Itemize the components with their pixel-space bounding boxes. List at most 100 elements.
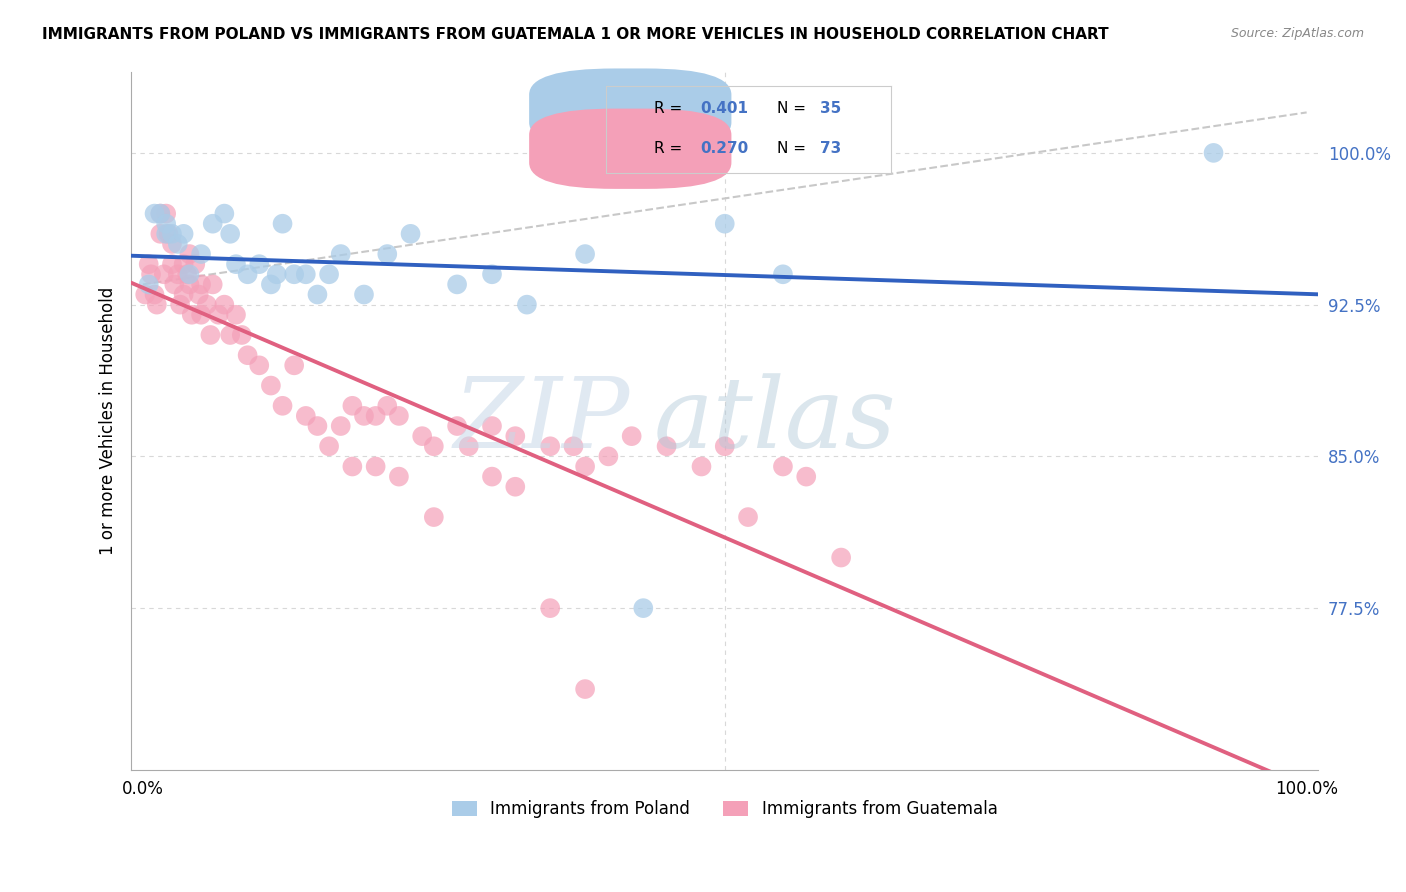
Point [446, 277, 468, 292]
Point [179, 267, 201, 281]
Point [179, 277, 201, 292]
Point [598, 450, 620, 464]
Point [207, 308, 229, 322]
Point [190, 308, 212, 322]
Point [737, 510, 759, 524]
Point [1202, 145, 1225, 160]
Point [155, 206, 177, 220]
Point [184, 257, 207, 271]
Point [329, 419, 352, 434]
Point [353, 409, 375, 423]
Point [388, 409, 411, 423]
Point [143, 287, 166, 301]
Point [266, 267, 288, 281]
Point [516, 298, 538, 312]
Point [329, 247, 352, 261]
Point [399, 227, 422, 241]
Point [772, 459, 794, 474]
Point [713, 217, 735, 231]
Text: IMMIGRANTS FROM POLAND VS IMMIGRANTS FROM GUATEMALA 1 OR MORE VEHICLES IN HOUSEH: IMMIGRANTS FROM POLAND VS IMMIGRANTS FRO… [42, 27, 1109, 42]
Point [219, 328, 242, 343]
Point [190, 247, 212, 261]
Point [160, 227, 183, 241]
Point [353, 287, 375, 301]
Point [342, 399, 364, 413]
Point [149, 206, 172, 220]
Point [423, 510, 446, 524]
Point [503, 480, 526, 494]
Point [138, 257, 160, 271]
Point [176, 267, 198, 281]
Point [260, 277, 283, 292]
Point [375, 399, 398, 413]
Point [149, 227, 172, 241]
Point [342, 459, 364, 474]
Legend: Immigrants from Poland, Immigrants from Guatemala: Immigrants from Poland, Immigrants from … [446, 793, 1004, 824]
Point [201, 217, 224, 231]
Point [457, 439, 479, 453]
Point [173, 257, 195, 271]
Point [295, 409, 318, 423]
Y-axis label: 1 or more Vehicles in Household: 1 or more Vehicles in Household [100, 287, 117, 555]
Point [271, 399, 294, 413]
Point [375, 247, 398, 261]
Point [155, 217, 177, 231]
Point [146, 298, 169, 312]
Point [574, 681, 596, 696]
Point [307, 287, 329, 301]
Point [633, 601, 655, 615]
Point [236, 348, 259, 362]
Point [713, 439, 735, 453]
Point [166, 236, 188, 251]
Point [830, 550, 852, 565]
Text: ZIP: ZIP [454, 374, 630, 468]
Point [271, 217, 294, 231]
Point [503, 429, 526, 443]
Point [283, 267, 305, 281]
Point [219, 227, 242, 241]
Point [160, 236, 183, 251]
Point [149, 206, 172, 220]
Point [318, 439, 340, 453]
Point [143, 206, 166, 220]
Point [481, 419, 503, 434]
Point [225, 308, 247, 322]
Point [388, 469, 411, 483]
Point [201, 277, 224, 292]
Point [562, 439, 585, 453]
Point [195, 298, 218, 312]
Point [155, 227, 177, 241]
Point [166, 267, 188, 281]
Point [283, 359, 305, 373]
Point [247, 359, 270, 373]
Point [655, 439, 678, 453]
Point [423, 439, 446, 453]
Point [157, 227, 180, 241]
Text: atlas: atlas [654, 374, 896, 468]
Point [231, 328, 253, 343]
Point [446, 419, 468, 434]
Point [179, 247, 201, 261]
Point [772, 267, 794, 281]
Point [225, 257, 247, 271]
Point [160, 257, 183, 271]
Point [190, 277, 212, 292]
Point [153, 267, 176, 281]
Point [214, 298, 236, 312]
Point [247, 257, 270, 271]
Point [187, 287, 209, 301]
Point [163, 277, 186, 292]
Point [318, 267, 340, 281]
Point [214, 206, 236, 220]
Point [411, 429, 433, 443]
Point [538, 439, 561, 453]
Point [260, 378, 283, 392]
Point [364, 409, 387, 423]
Point [690, 459, 713, 474]
Point [180, 308, 202, 322]
Point [794, 469, 817, 483]
Point [307, 419, 329, 434]
Point [173, 287, 195, 301]
Point [574, 247, 596, 261]
Point [574, 459, 596, 474]
